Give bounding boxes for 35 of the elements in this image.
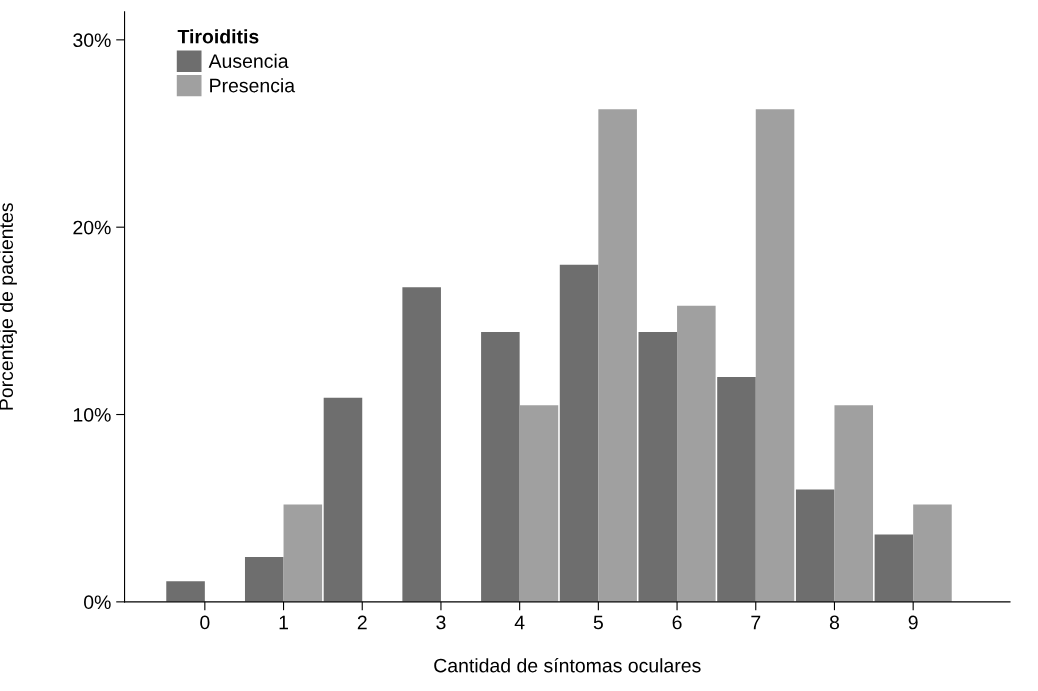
bar [717, 377, 756, 602]
bar [244, 556, 284, 602]
x-tick-label: 9 [908, 615, 918, 630]
x-tick-label: 3 [436, 615, 446, 630]
x-tick-label: 4 [514, 615, 525, 630]
y-tick-label: 0% [84, 595, 111, 610]
x-tick-label: 8 [829, 615, 840, 630]
bar [559, 264, 599, 602]
bar [913, 504, 952, 602]
y-tick-label: 10% [73, 407, 111, 422]
bar [598, 109, 637, 602]
x-tick-label: 2 [357, 615, 367, 630]
bar [638, 332, 678, 602]
bar [755, 109, 795, 602]
legend-title: Tiroiditis [177, 29, 259, 44]
x-tick-label: 7 [751, 615, 761, 630]
bar [677, 305, 716, 602]
y-tick-label: 20% [73, 220, 111, 235]
bar [166, 581, 205, 602]
bar [874, 534, 914, 602]
legend-label: Ausencia [208, 53, 289, 68]
x-tick-label: 6 [672, 615, 682, 630]
bar [795, 489, 835, 602]
bar [519, 405, 559, 602]
x-tick-label: 0 [200, 615, 210, 630]
bar [481, 332, 520, 602]
bar [402, 287, 441, 602]
x-axis-title: Cantidad de síntomas oculares [434, 657, 701, 673]
bar [834, 405, 874, 602]
x-tick-label: 5 [593, 615, 603, 630]
bar [283, 504, 323, 602]
y-tick-label: 30% [73, 33, 111, 48]
legend-label: Presencia [210, 78, 296, 93]
bar [323, 397, 363, 602]
x-tick-label: 1 [279, 615, 288, 630]
